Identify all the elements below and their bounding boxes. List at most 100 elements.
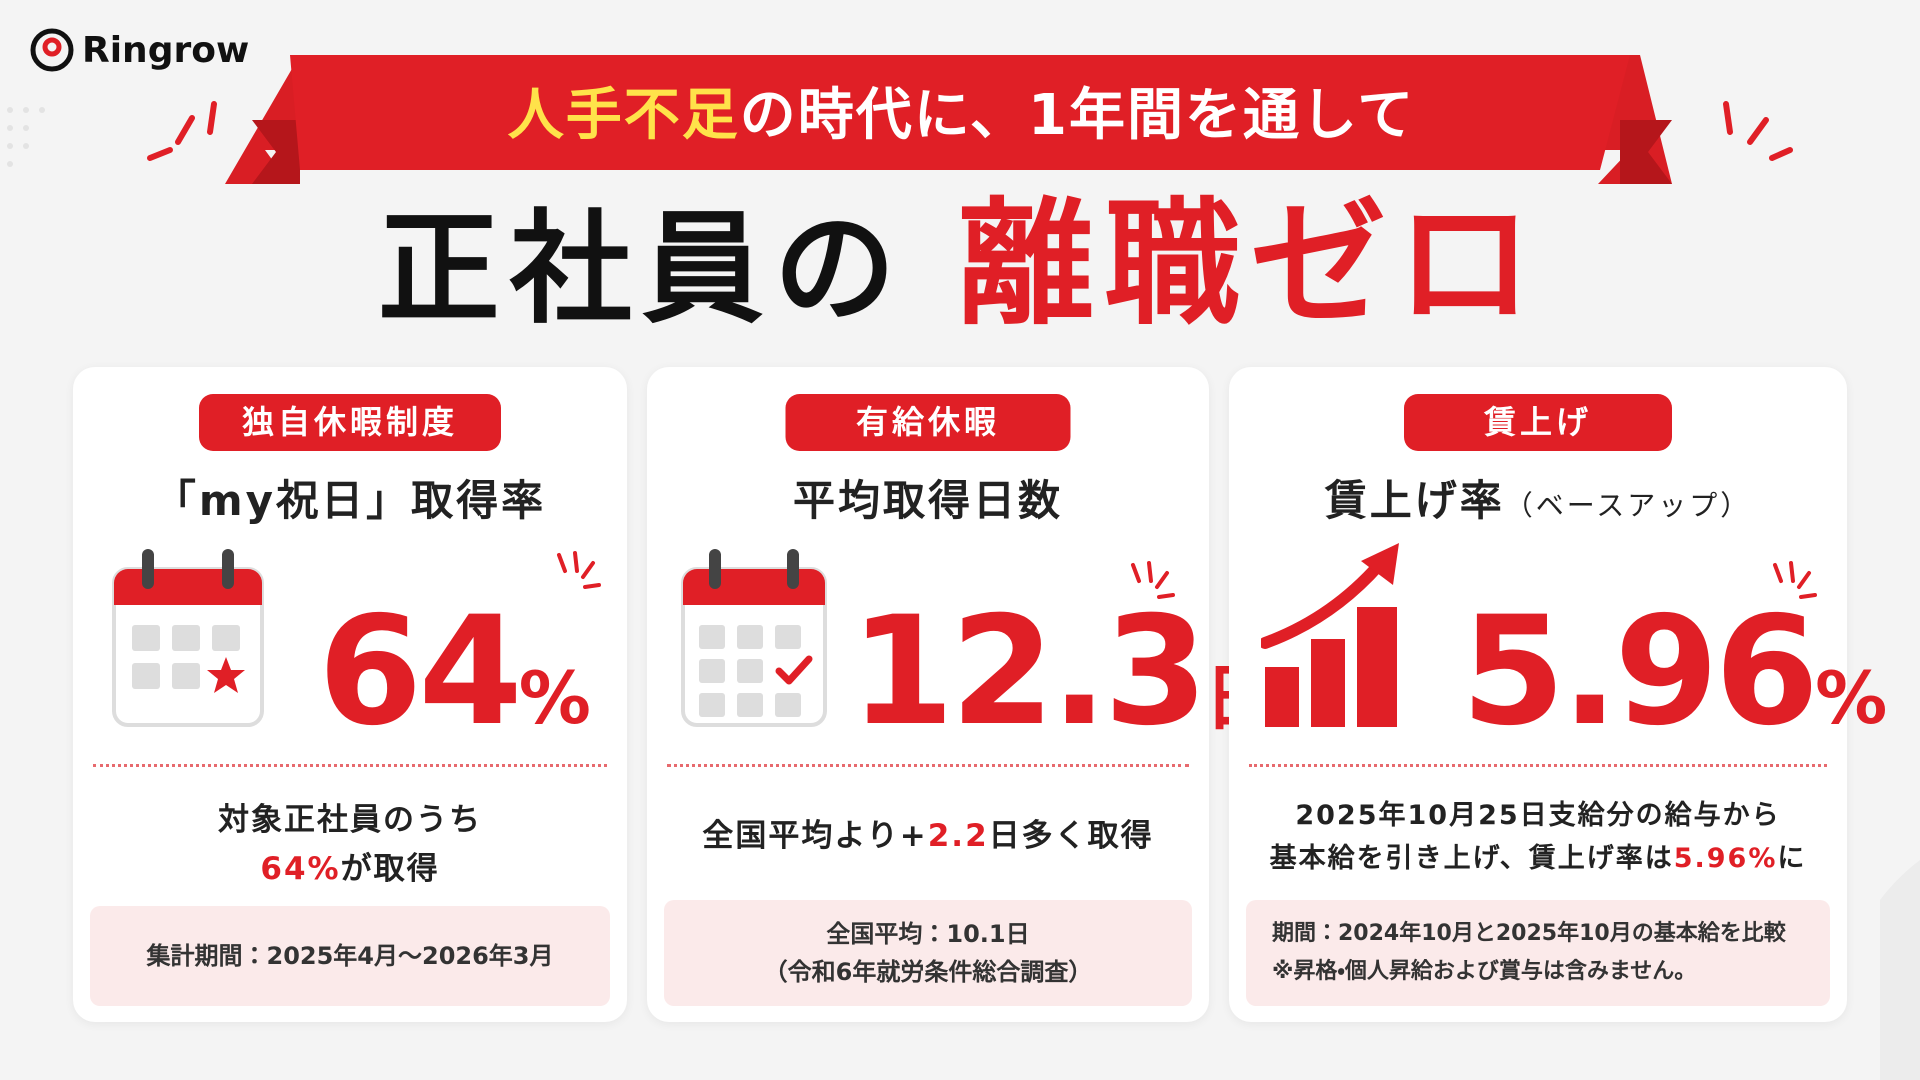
desc-text: が取得 bbox=[340, 851, 440, 887]
icon-shape bbox=[132, 663, 160, 689]
icon-shape bbox=[172, 625, 200, 651]
icon-shape bbox=[23, 107, 29, 113]
icon-shape bbox=[1797, 571, 1811, 589]
icon-shape bbox=[7, 107, 13, 113]
card: 独自休暇制度 「my祝日」取得率 64% 対象正社員のうち 64%が取得 集計期… bbox=[73, 367, 627, 1022]
stat-unit: % bbox=[1815, 656, 1888, 740]
icon-shape bbox=[23, 143, 29, 149]
icon-shape bbox=[775, 693, 801, 717]
icon-shape bbox=[132, 625, 160, 651]
card-desc: 全国平均より+2.2日多く取得 bbox=[647, 810, 1209, 855]
icon-shape bbox=[7, 125, 13, 131]
note-line: ※昇格・個人昇給および賞与は含みません。 bbox=[1272, 959, 1697, 984]
headline-text: 正社員の bbox=[377, 198, 906, 340]
icon-shape bbox=[207, 101, 217, 135]
icon-shape bbox=[1131, 563, 1141, 583]
logo-text: Ringrow bbox=[82, 29, 250, 71]
note-box: 集計期間：2025年4月〜2026年3月 bbox=[90, 906, 610, 1006]
icon-shape bbox=[1311, 639, 1345, 727]
icon-shape bbox=[1799, 593, 1817, 599]
icon-shape bbox=[699, 625, 725, 649]
sparkle bbox=[1773, 561, 1817, 599]
logo: Ringrow bbox=[30, 28, 249, 72]
card-title: 平均取得日数 bbox=[792, 476, 1063, 525]
icon-shape bbox=[1723, 101, 1733, 135]
icon-shape bbox=[1155, 571, 1169, 589]
icon-shape bbox=[1880, 860, 1920, 1080]
stat-value: 64 bbox=[318, 585, 523, 759]
icon-shape bbox=[147, 101, 1793, 161]
icon-shape bbox=[699, 693, 725, 717]
icon-shape bbox=[23, 125, 29, 131]
title-text: 賃上げ率 bbox=[1324, 476, 1505, 525]
icon-shape bbox=[1769, 147, 1793, 161]
desc-text: 日多く取得 bbox=[988, 818, 1154, 854]
icon-shape bbox=[222, 549, 234, 589]
icon-shape bbox=[1147, 561, 1153, 583]
card-tag: 独自休暇制度 bbox=[199, 394, 501, 451]
icon-shape bbox=[699, 625, 801, 717]
stat-value: 12.3 bbox=[850, 585, 1208, 759]
icon-shape bbox=[30, 28, 74, 72]
icon-shape bbox=[775, 655, 813, 685]
icon-shape bbox=[737, 693, 763, 717]
icon-shape bbox=[114, 569, 262, 605]
icon-shape bbox=[175, 115, 195, 145]
icon-shape bbox=[557, 553, 567, 573]
icon-shape bbox=[1773, 563, 1783, 583]
icon-shape bbox=[7, 161, 13, 167]
headline-highlight: 離職ゼロ bbox=[958, 186, 1543, 344]
note-box: 全国平均：10.1日 （令和6年就労条件総合調査） bbox=[664, 900, 1192, 1006]
stat-value: 5.96 bbox=[1461, 585, 1819, 759]
card-desc: 64%が取得 bbox=[73, 843, 627, 888]
stat: 12.3日 bbox=[850, 587, 1276, 783]
desc-highlight: 2.2 bbox=[927, 818, 989, 854]
icon-shape bbox=[132, 625, 240, 689]
icon-shape bbox=[1789, 561, 1795, 583]
note-line: 期間：2024年10月と2025年10月の基本給を比較 bbox=[1272, 921, 1786, 946]
headline: 正社員の 離職ゼロ bbox=[0, 195, 1920, 339]
icon-shape bbox=[1357, 607, 1397, 727]
title-sub: （ベースアップ） bbox=[1504, 489, 1752, 522]
icon-shape bbox=[147, 147, 173, 161]
icon-shape bbox=[581, 561, 595, 579]
stat: 64% bbox=[318, 587, 591, 783]
note-box: 期間：2024年10月と2025年10月の基本給を比較 ※昇格・個人昇給および賞与… bbox=[1246, 900, 1830, 1006]
icon-shape bbox=[737, 659, 763, 683]
growth-icon bbox=[1261, 543, 1399, 727]
card-desc: 基本給を引き上げ、賃上げ率は5.96%に bbox=[1229, 836, 1847, 875]
note-line: （令和6年就労条件総合調査） bbox=[763, 958, 1093, 986]
icon-shape bbox=[683, 569, 825, 605]
icon-shape bbox=[207, 657, 245, 693]
desc-highlight: 64% bbox=[260, 851, 341, 887]
icon-shape bbox=[775, 625, 801, 649]
banner: 人手不足の時代に、1年間を通して bbox=[251, 80, 1672, 152]
icon-shape bbox=[1261, 559, 1385, 649]
card-title: 「my祝日」取得率 bbox=[153, 476, 547, 525]
card-title: 賃上げ率（ベースアップ） bbox=[1229, 467, 1847, 528]
sparkle bbox=[1131, 561, 1175, 599]
icon-shape bbox=[787, 549, 799, 589]
card-desc: 2025年10月25日支給分の給与から bbox=[1295, 800, 1781, 831]
icon-shape bbox=[142, 549, 154, 589]
stat: 5.96% bbox=[1461, 587, 1887, 783]
banner-text: の時代に、1年間を通して bbox=[739, 83, 1416, 148]
stat-unit: % bbox=[518, 656, 591, 740]
calendar-icon bbox=[112, 549, 264, 727]
divider bbox=[667, 764, 1189, 767]
calendar-icon bbox=[681, 549, 827, 727]
desc-highlight: 5.96% bbox=[1673, 843, 1778, 874]
card-tag: 賃上げ bbox=[1404, 394, 1672, 451]
banner-highlight: 人手不足 bbox=[507, 83, 740, 148]
desc-text: 全国平均より+ bbox=[702, 818, 928, 854]
sparkle bbox=[557, 551, 601, 589]
note-line: 集計期間：2025年4月〜2026年3月 bbox=[146, 942, 554, 970]
icon-shape bbox=[7, 107, 45, 167]
icon-shape bbox=[583, 583, 601, 589]
icon-shape bbox=[39, 107, 45, 113]
icon-shape bbox=[290, 55, 1630, 170]
icon-shape bbox=[42, 37, 62, 57]
icon-shape bbox=[7, 143, 13, 149]
